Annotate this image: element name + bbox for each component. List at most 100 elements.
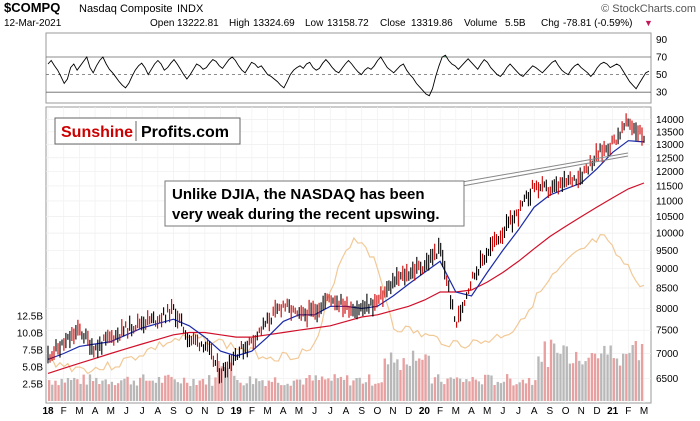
price-tick-label: 8000 [656, 304, 679, 315]
chg-value: -78.81 (-0.59%) [563, 18, 632, 29]
volume-bar [596, 358, 600, 401]
volume-bar [531, 384, 534, 401]
close-label: Close [380, 18, 406, 29]
volume-bar [217, 361, 220, 401]
volume-bar [515, 384, 518, 401]
price-tick-label: 6500 [656, 374, 679, 385]
symbol: $COMPQ [4, 0, 60, 15]
volume-bar [339, 376, 343, 401]
volume-bar [164, 375, 167, 401]
annotation-box [164, 180, 465, 227]
volume-bar [553, 343, 556, 401]
annotation-line-2: very weak during the recent upswing. [172, 206, 440, 223]
volume-bar [383, 358, 386, 401]
volume-bar [578, 360, 581, 401]
volume-bar [355, 378, 358, 401]
rsi-tick-label: 30 [656, 88, 668, 99]
x-tick-label: O [373, 406, 381, 417]
x-tick-label: A [468, 406, 475, 417]
date-label: 12-Mar-2021 [4, 18, 62, 29]
volume-bar [474, 379, 477, 401]
volume-bar [264, 386, 267, 401]
volume-bar [236, 380, 239, 401]
volume-bar [273, 377, 277, 401]
volume-bar [117, 383, 120, 401]
volume-bar [201, 378, 205, 401]
volume-bar [612, 358, 615, 401]
rsi-tick-label: 50 [656, 70, 668, 81]
x-tick-label: M [107, 406, 115, 417]
volume-bar [622, 353, 625, 401]
volume-bar [418, 358, 421, 401]
x-tick-label: D [593, 406, 600, 417]
volume-bar [556, 352, 559, 401]
x-tick-label: D [217, 406, 224, 417]
volume-bar [242, 385, 245, 401]
x-tick-label: J [500, 406, 505, 417]
close-value: 13319.86 [411, 18, 453, 29]
volume-bar [590, 353, 594, 401]
volume-bar [57, 385, 60, 401]
price-tick-label: 11000 [656, 196, 684, 207]
volume-bar [176, 382, 179, 401]
price-tick-label: 13000 [656, 140, 684, 151]
volume-bar [204, 384, 208, 401]
volume-value: 5.5B [505, 18, 526, 29]
volume-bar [575, 351, 578, 401]
x-tick-label: 21 [607, 406, 619, 417]
volume-bar [211, 385, 214, 401]
volume-bar [506, 374, 509, 401]
volume-bar [317, 380, 321, 401]
x-tick-label: A [343, 406, 350, 417]
volume-bar [361, 383, 365, 401]
volume-tick-label: 12.5B [17, 312, 43, 323]
volume-bar [320, 376, 324, 401]
volume-bar [546, 367, 550, 401]
volume-bar [549, 339, 553, 401]
volume-bar [277, 382, 280, 401]
x-tick-label: 18 [42, 406, 54, 417]
open-label: Open [150, 18, 174, 29]
volume-bar [349, 385, 352, 401]
volume-bar [484, 374, 487, 401]
volume-bar [342, 379, 346, 401]
volume-bar [170, 376, 173, 401]
volume-bar [79, 383, 82, 401]
price-tick-label: 14000 [656, 115, 684, 126]
ma-long-line [47, 182, 645, 374]
volume-bar [258, 381, 261, 401]
watermark: © StockCharts.com [601, 3, 696, 15]
volume-bar [593, 353, 597, 401]
volume-bar [411, 350, 415, 401]
volume-label: Volume [464, 18, 498, 29]
volume-bar [220, 366, 223, 401]
volume-bar [477, 381, 481, 401]
volume-bar [615, 358, 619, 401]
volume-bar [609, 345, 612, 401]
volume-bar [261, 380, 264, 401]
volume-bar [640, 344, 644, 401]
volume-bar [424, 354, 427, 401]
volume-bar [132, 380, 136, 401]
annotation-line-1: Unlike DJIA, the NASDAQ has been [172, 186, 425, 203]
open-value: 13222.81 [177, 18, 219, 29]
x-tick-label: N [201, 406, 208, 417]
volume-tick-label: 5.0B [22, 363, 43, 374]
volume-bar [139, 377, 142, 401]
volume-bar [352, 380, 355, 401]
x-tick-label: F [437, 406, 443, 417]
annotation: Unlike DJIA, the NASDAQ has been very we… [164, 180, 465, 227]
volume-bar [502, 381, 506, 401]
low-value: 13158.72 [327, 18, 369, 29]
volume-bar [160, 382, 164, 401]
x-tick-label: S [358, 406, 365, 417]
volume-bar [458, 378, 462, 401]
x-tick-label: F [61, 406, 67, 417]
volume-bar [540, 361, 543, 401]
volume-bar [95, 377, 98, 401]
x-tick-label: O [185, 406, 193, 417]
volume-bar [634, 341, 637, 401]
x-tick-label: A [92, 406, 99, 417]
volume-bar [364, 382, 368, 401]
